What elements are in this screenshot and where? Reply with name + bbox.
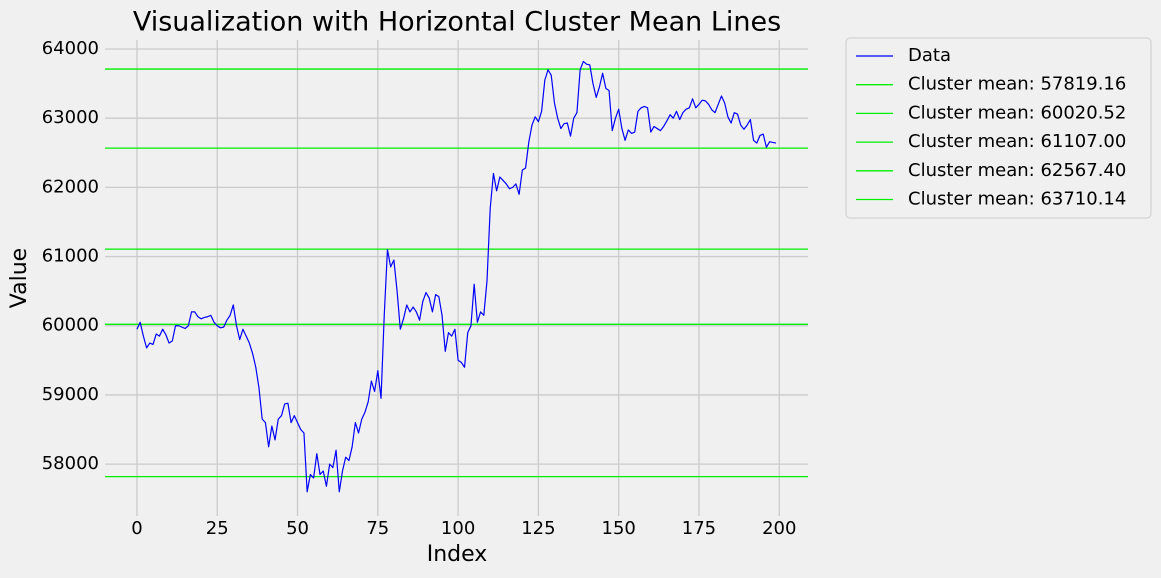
- legend-label: Cluster mean: 60020.52: [908, 102, 1126, 123]
- x-tick-label: 75: [366, 518, 389, 539]
- x-tick-label: 0: [131, 518, 142, 539]
- y-tick-label: 58000: [42, 453, 99, 474]
- x-axis-label: Index: [427, 542, 488, 567]
- y-tick-label: 62000: [42, 176, 99, 197]
- legend-label: Cluster mean: 63710.14: [908, 189, 1126, 210]
- chart-title: Visualization with Horizontal Cluster Me…: [133, 7, 781, 38]
- y-axis-label: Value: [7, 248, 32, 308]
- legend-label: Cluster mean: 61107.00: [908, 131, 1126, 152]
- x-tick-label: 100: [441, 518, 475, 539]
- x-tick-label: 50: [286, 518, 309, 539]
- legend-label: Data: [908, 45, 951, 66]
- y-tick-label: 59000: [42, 384, 99, 405]
- data-line: [136, 60, 777, 493]
- x-tick-label: 175: [682, 518, 716, 539]
- x-tick-label: 150: [602, 518, 636, 539]
- x-tick-label: 200: [762, 518, 796, 539]
- legend-box: [845, 37, 1152, 219]
- y-tick-label: 63000: [42, 107, 99, 128]
- legend-label: Cluster mean: 62567.40: [908, 160, 1126, 181]
- y-tick-label: 61000: [42, 246, 99, 267]
- x-tick-label: 125: [521, 518, 555, 539]
- x-tick-label: 25: [206, 518, 229, 539]
- legend-label: Cluster mean: 57819.16: [908, 74, 1126, 95]
- y-tick-label: 60000: [42, 315, 99, 336]
- y-tick-label: 64000: [42, 38, 99, 59]
